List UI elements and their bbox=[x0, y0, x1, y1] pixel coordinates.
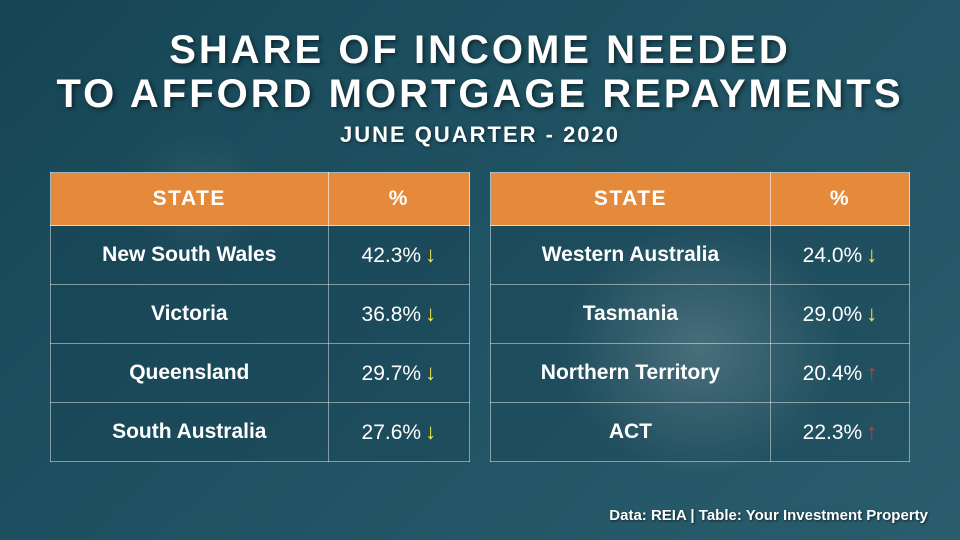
table-header-row: STATE % bbox=[51, 173, 470, 226]
right-table: STATE % Western Australia 24.0%↓ Tasmani… bbox=[490, 172, 910, 462]
arrow-down-icon: ↓ bbox=[866, 301, 877, 326]
pct-cell: 27.6%↓ bbox=[328, 403, 469, 462]
subtitle: JUNE QUARTER - 2020 bbox=[40, 122, 920, 148]
arrow-down-icon: ↓ bbox=[425, 301, 436, 326]
state-cell: Queensland bbox=[51, 344, 329, 403]
pct-cell: 29.0%↓ bbox=[770, 285, 909, 344]
pct-cell: 29.7%↓ bbox=[328, 344, 469, 403]
table-row: New South Wales 42.3%↓ bbox=[51, 226, 470, 285]
pct-cell: 24.0%↓ bbox=[770, 226, 909, 285]
footer-credit: Data: REIA | Table: Your Investment Prop… bbox=[609, 507, 928, 524]
tables-container: STATE % New South Wales 42.3%↓ Victoria … bbox=[40, 172, 920, 462]
left-table: STATE % New South Wales 42.3%↓ Victoria … bbox=[50, 172, 470, 462]
table-row: ACT 22.3%↑ bbox=[491, 403, 910, 462]
table-row: Western Australia 24.0%↓ bbox=[491, 226, 910, 285]
state-cell: Western Australia bbox=[491, 226, 771, 285]
title-line-1: SHARE OF INCOME NEEDED bbox=[40, 28, 920, 72]
title-line-2: TO AFFORD MORTGAGE REPAYMENTS bbox=[40, 72, 920, 116]
pct-cell: 36.8%↓ bbox=[328, 285, 469, 344]
table-row: Tasmania 29.0%↓ bbox=[491, 285, 910, 344]
page-title: SHARE OF INCOME NEEDED TO AFFORD MORTGAG… bbox=[40, 28, 920, 116]
state-cell: South Australia bbox=[51, 403, 329, 462]
table-row: Queensland 29.7%↓ bbox=[51, 344, 470, 403]
pct-value: 22.3% bbox=[803, 421, 863, 444]
arrow-down-icon: ↓ bbox=[866, 242, 877, 267]
header-pct: % bbox=[770, 173, 909, 226]
pct-value: 29.0% bbox=[803, 303, 863, 326]
header-state: STATE bbox=[491, 173, 771, 226]
table-row: South Australia 27.6%↓ bbox=[51, 403, 470, 462]
arrow-down-icon: ↓ bbox=[425, 242, 436, 267]
pct-value: 29.7% bbox=[362, 362, 422, 385]
pct-value: 36.8% bbox=[362, 303, 422, 326]
table-header-row: STATE % bbox=[491, 173, 910, 226]
content: SHARE OF INCOME NEEDED TO AFFORD MORTGAG… bbox=[0, 0, 960, 462]
state-cell: ACT bbox=[491, 403, 771, 462]
state-cell: Northern Territory bbox=[491, 344, 771, 403]
arrow-up-icon: ↑ bbox=[866, 360, 877, 385]
state-cell: Tasmania bbox=[491, 285, 771, 344]
table-row: Northern Territory 20.4%↑ bbox=[491, 344, 910, 403]
header-state: STATE bbox=[51, 173, 329, 226]
pct-value: 27.6% bbox=[362, 421, 422, 444]
table-row: Victoria 36.8%↓ bbox=[51, 285, 470, 344]
pct-value: 20.4% bbox=[803, 362, 863, 385]
pct-cell: 42.3%↓ bbox=[328, 226, 469, 285]
arrow-up-icon: ↑ bbox=[866, 419, 877, 444]
state-cell: Victoria bbox=[51, 285, 329, 344]
pct-cell: 20.4%↑ bbox=[770, 344, 909, 403]
arrow-down-icon: ↓ bbox=[425, 360, 436, 385]
pct-value: 42.3% bbox=[362, 244, 422, 267]
arrow-down-icon: ↓ bbox=[425, 419, 436, 444]
pct-cell: 22.3%↑ bbox=[770, 403, 909, 462]
pct-value: 24.0% bbox=[803, 244, 863, 267]
state-cell: New South Wales bbox=[51, 226, 329, 285]
header-pct: % bbox=[328, 173, 469, 226]
